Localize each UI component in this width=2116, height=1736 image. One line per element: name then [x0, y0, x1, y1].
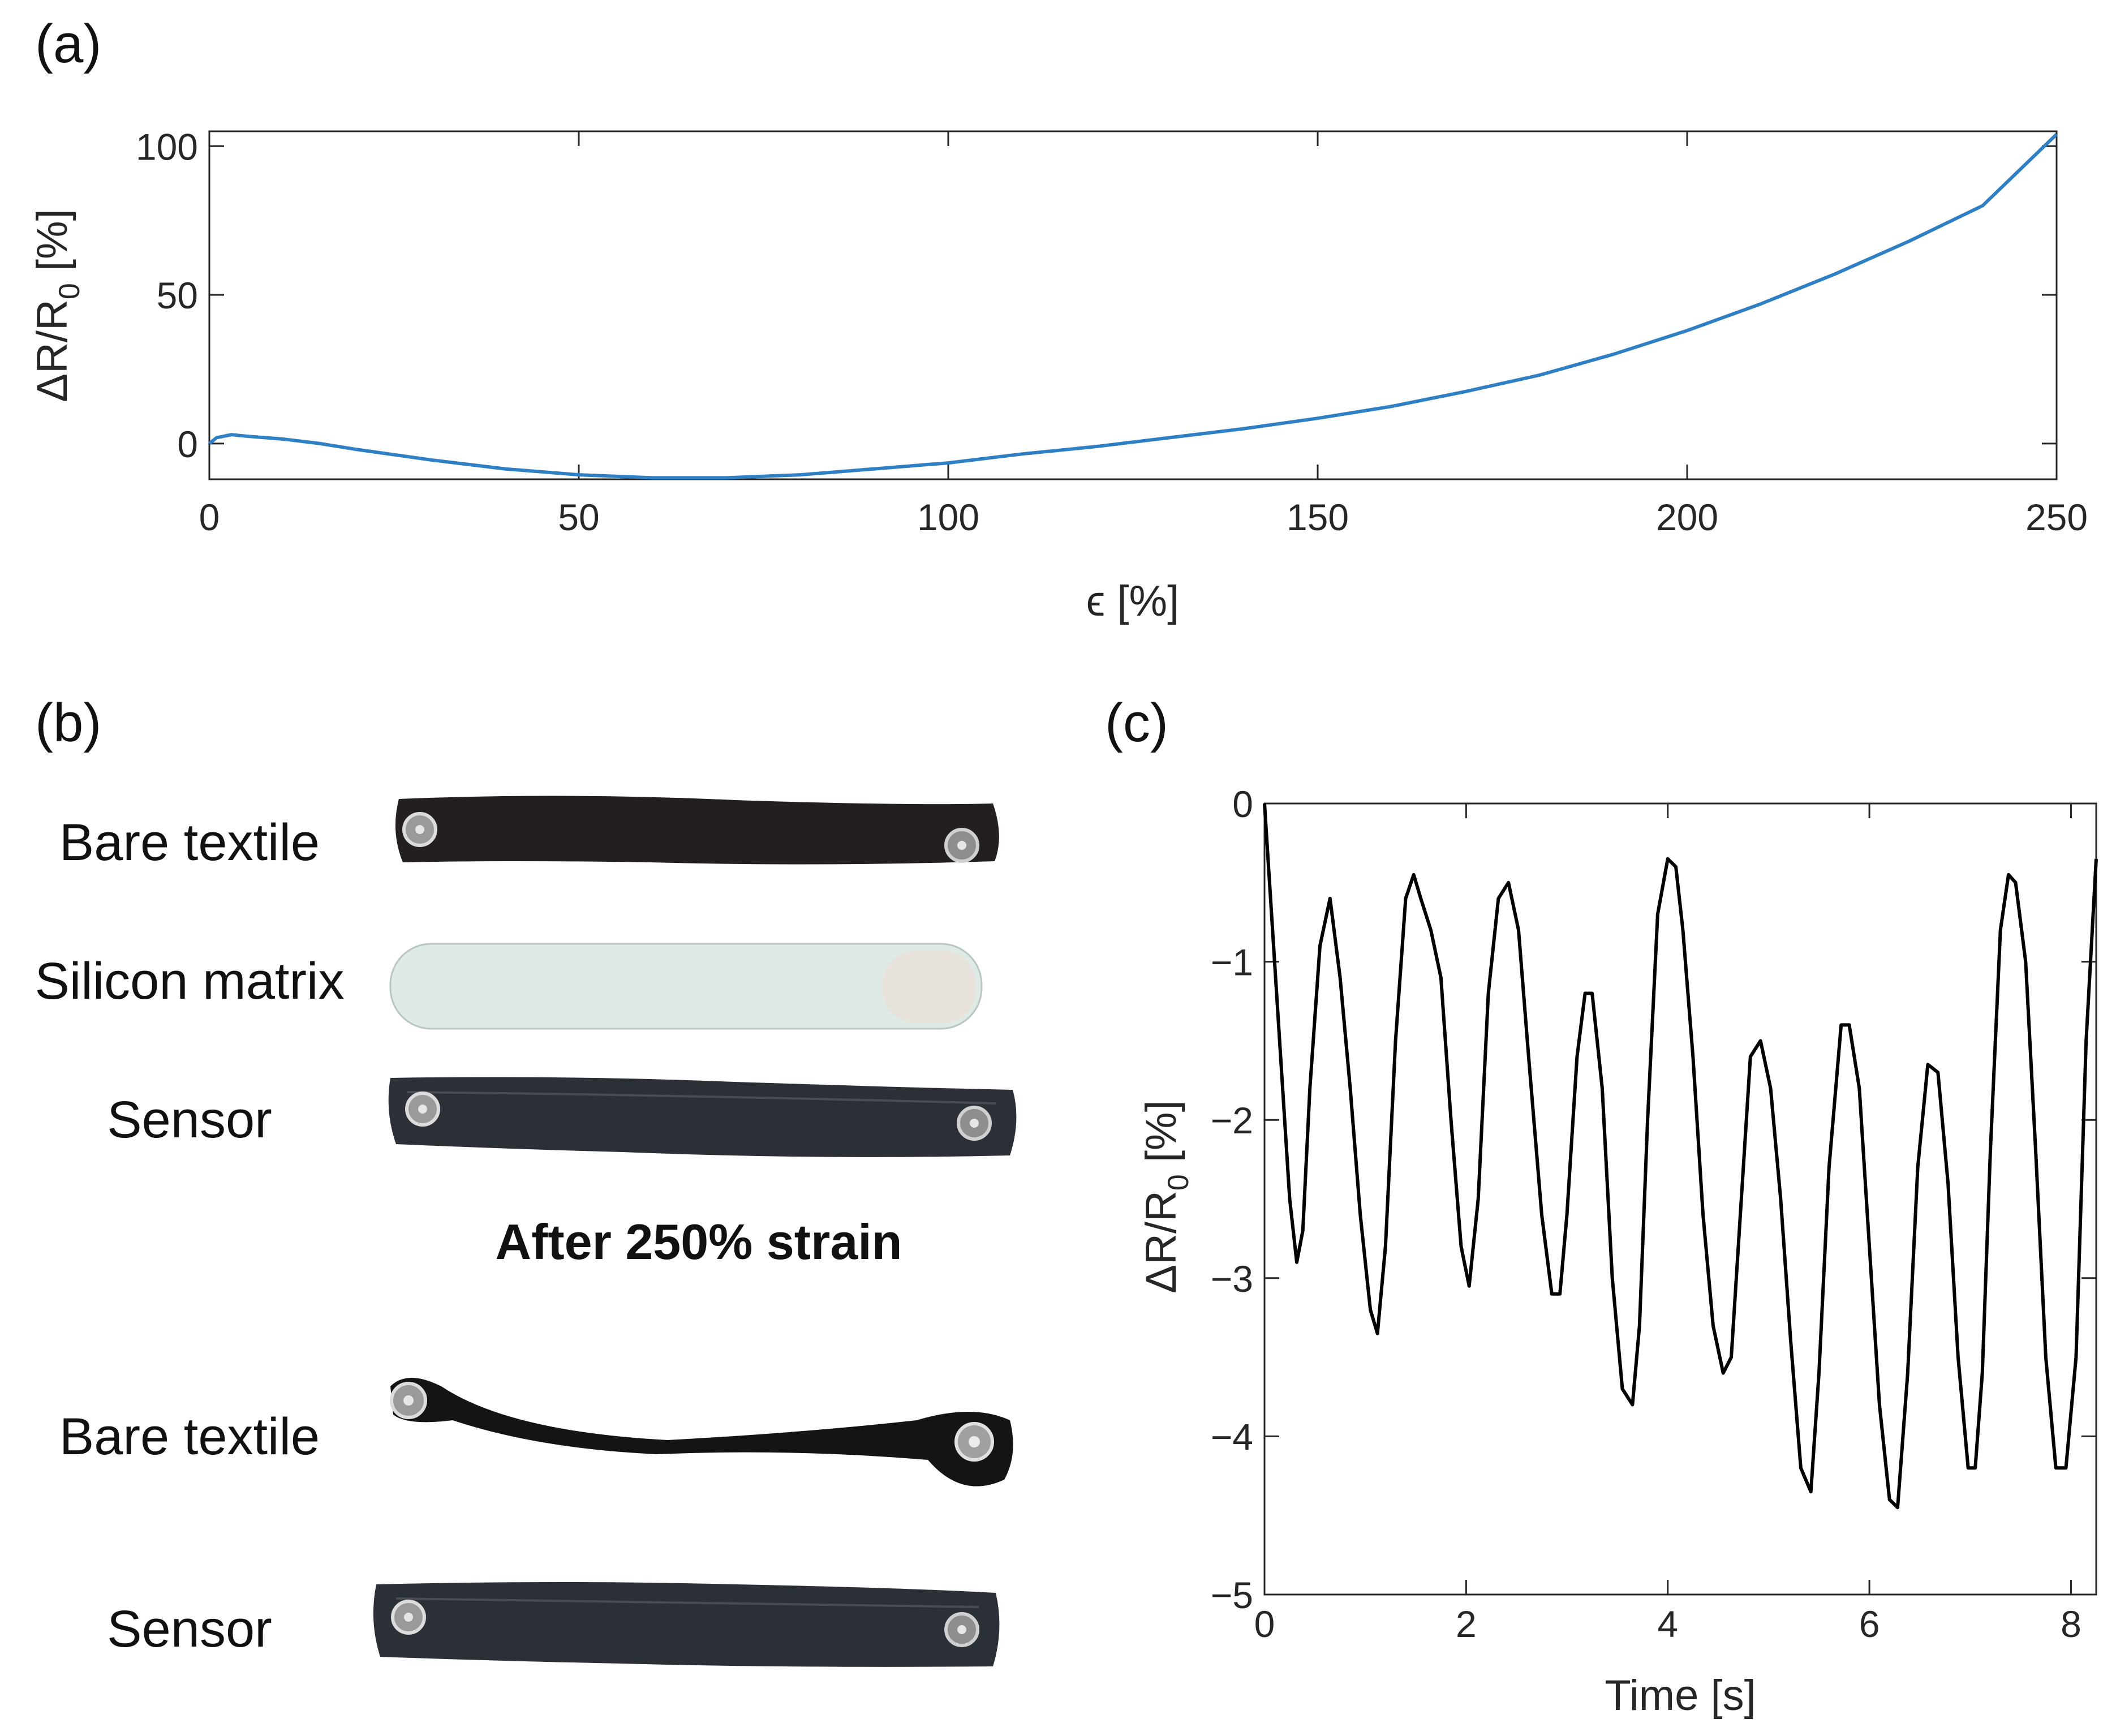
x-tick-label: 4 [1657, 1603, 1678, 1645]
y-tick-label: −1 [1211, 942, 1253, 983]
y-tick-label: −5 [1211, 1574, 1253, 1616]
photo-sensor-after [373, 1582, 1000, 1667]
x-tick-label: 0 [199, 496, 220, 538]
panel-label-c: (c) [1105, 693, 1168, 753]
chart-a-x-ticks: 0 50 100 150 200 250 [199, 131, 2088, 538]
chart-c-y-ticks: 0 −1 −2 −3 −4 −5 [1211, 783, 2096, 1616]
x-tick-label: 0 [1254, 1603, 1275, 1645]
chart-c-frame [1263, 802, 2097, 1596]
chart-a-y-axis-label-main: ΔR/R [28, 299, 76, 402]
y-tick-label: 0 [177, 423, 198, 465]
chart-a-frame [208, 130, 2058, 480]
photo-silicon-matrix [389, 943, 983, 1030]
chart-c-y-axis-label-tail: [%] [1137, 1100, 1185, 1174]
label-silicon-matrix: Silicon matrix [35, 952, 344, 1010]
y-tick-label: 0 [1232, 783, 1253, 825]
label-sensor-before: Sensor [107, 1091, 272, 1149]
x-tick-label: 250 [2025, 496, 2088, 538]
x-tick-label: 2 [1456, 1603, 1477, 1645]
after-strain-title: After 250% strain [496, 1214, 902, 1270]
y-tick-label: −3 [1211, 1258, 1253, 1300]
panel-label-a: (a) [35, 14, 101, 74]
chart-a-y-axis-label-sub: 0 [53, 283, 86, 299]
photo-bare-textile-before [395, 796, 999, 865]
panel-label-b: (b) [35, 693, 101, 753]
photo-bare-textile-after [390, 1378, 1013, 1486]
x-tick-label: 100 [917, 496, 979, 538]
chart-a-y-axis-label-tail: [%] [28, 209, 76, 283]
label-bare-textile-after: Bare textile [59, 1408, 320, 1466]
chart-c-series-line [1263, 803, 2098, 1510]
x-tick-label: 150 [1287, 496, 1349, 538]
chart-a-series-line [208, 133, 2058, 480]
chart-c-y-axis-label-sub: 0 [1162, 1174, 1195, 1191]
chart-a-x-axis-label: ϵ [%] [1086, 577, 1180, 625]
x-tick-label: 200 [1656, 496, 1718, 538]
chart-a-y-axis-label: ΔR/R0 [%] [28, 209, 86, 402]
y-tick-label: −4 [1211, 1416, 1253, 1458]
chart-c-x-axis-label: Time [s] [1605, 1671, 1756, 1720]
label-bare-textile-before: Bare textile [59, 814, 320, 871]
chart-c-y-axis-label-main: ΔR/R [1137, 1191, 1185, 1294]
label-sensor-after: Sensor [107, 1600, 272, 1658]
photo-sensor-before [388, 1077, 1017, 1157]
y-tick-label: 50 [157, 274, 198, 316]
x-tick-label: 50 [558, 496, 599, 538]
chart-c-y-axis-label: ΔR/R0 [%] [1137, 1100, 1195, 1294]
chart-c-x-ticks: 0 2 4 6 8 [1254, 803, 2081, 1645]
x-tick-label: 6 [1859, 1603, 1880, 1645]
y-tick-label: 100 [136, 126, 198, 167]
x-tick-label: 8 [2061, 1603, 2081, 1645]
chart-a-y-ticks: 0 50 100 [136, 126, 2057, 465]
y-tick-label: −2 [1211, 1099, 1253, 1141]
